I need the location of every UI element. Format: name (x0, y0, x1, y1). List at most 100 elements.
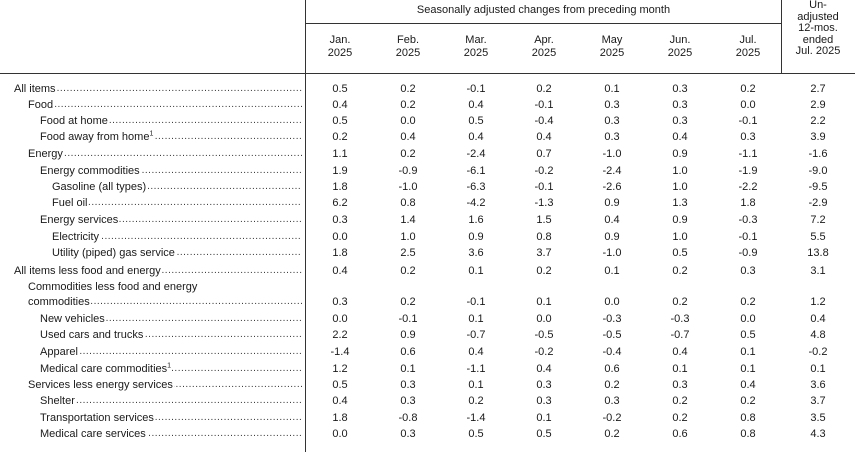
row-label-text: Medical care commodities1 (40, 362, 173, 375)
value-cell: 0.3 (604, 395, 620, 407)
month-header-name: Feb. (396, 34, 419, 46)
row-label-text: Fuel oil (52, 197, 89, 209)
value-cell: 0.8 (400, 197, 416, 209)
row-label: ........................................… (40, 212, 302, 228)
value-cell: -4.2 (466, 197, 486, 209)
table-row: ........................................… (0, 113, 855, 129)
month-header: Jul. 2025 (714, 34, 782, 60)
value-cell: -0.2 (602, 412, 622, 424)
table-row: ........................................… (0, 97, 855, 113)
value-cell: -2.4 (466, 148, 486, 160)
table-row: Commodities less food and energy (0, 279, 855, 295)
value-cell: 0.2 (400, 83, 416, 95)
value-cell: 0.8 (740, 428, 756, 440)
row-label-text: Apparel (40, 346, 79, 358)
value-cell: 0.5 (536, 428, 552, 440)
month-header: Mar. 2025 (442, 34, 510, 60)
unadjusted-cell: -2.9 (808, 197, 828, 209)
value-cell: -2.4 (602, 165, 622, 177)
table-row: ........................................… (0, 377, 855, 393)
value-cell: 0.5 (468, 115, 484, 127)
value-cell: -0.9 (398, 165, 418, 177)
row-label: ........................................… (40, 344, 302, 360)
value-cell: -1.1 (738, 148, 758, 160)
unadjusted-cell: -0.2 (808, 346, 828, 358)
value-cell: 0.3 (536, 379, 552, 391)
row-label: ........................................… (14, 263, 302, 279)
value-cell: 0.0 (536, 313, 552, 325)
value-cell: 0.5 (672, 247, 688, 259)
value-cell: 0.2 (332, 131, 348, 143)
unadjusted-cell: 0.1 (810, 363, 826, 375)
value-cell: 0.2 (672, 265, 688, 277)
footnote-marker: 1 (167, 362, 172, 370)
value-cell: 0.7 (536, 148, 552, 160)
value-cell: 0.2 (672, 296, 688, 308)
row-label-text: Medical care services (40, 428, 147, 440)
value-cell: 0.6 (400, 346, 416, 358)
value-cell: 1.8 (332, 247, 348, 259)
value-cell: 0.2 (400, 265, 416, 277)
value-cell: 0.6 (672, 428, 688, 440)
label-column-divider (305, 0, 306, 452)
value-cell: 0.5 (332, 379, 348, 391)
value-cell: 3.6 (468, 247, 484, 259)
value-cell: 1.8 (740, 197, 756, 209)
value-cell: 1.2 (332, 363, 348, 375)
unadjusted-cell: -9.0 (808, 165, 828, 177)
value-cell: 0.2 (740, 296, 756, 308)
leader-dots: ........................................… (28, 99, 302, 110)
leader-dots: ........................................… (40, 165, 302, 176)
row-label: ........................................… (28, 377, 302, 393)
month-header-year: 2025 (599, 47, 625, 59)
unadjusted-header-line: adjusted (797, 10, 839, 23)
row-label: ........................................… (40, 129, 302, 145)
value-cell: 0.1 (740, 363, 756, 375)
leader-dots: ........................................… (52, 231, 302, 242)
month-header-name: Apr. (534, 34, 554, 46)
unadjusted-cell: -1.6 (808, 148, 828, 160)
value-cell: 0.9 (468, 231, 484, 243)
value-cell: -0.1 (738, 231, 758, 243)
table-row: ........................................… (0, 311, 855, 327)
unadjusted-header-line: ended (802, 33, 834, 46)
value-cell: 0.9 (672, 214, 688, 226)
value-cell: -1.4 (330, 346, 350, 358)
leader-dots: ........................................… (40, 313, 302, 324)
value-cell: 0.9 (604, 197, 620, 209)
table-row: ........................................… (0, 195, 855, 211)
value-cell: 1.5 (536, 214, 552, 226)
value-cell: 0.5 (332, 115, 348, 127)
value-cell: 0.0 (332, 428, 348, 440)
value-cell: -0.2 (534, 346, 554, 358)
unadjusted-header-line: Un- (809, 0, 827, 11)
table-row: ........................................… (0, 294, 855, 310)
value-cell: -1.3 (534, 197, 554, 209)
value-cell: 0.2 (672, 412, 688, 424)
value-cell: 0.2 (400, 296, 416, 308)
value-cell: 0.4 (332, 265, 348, 277)
value-cell: 0.3 (400, 379, 416, 391)
row-label-text: New vehicles (40, 313, 106, 325)
month-header-name: Mar. (465, 34, 487, 46)
unadjusted-header-line: Jul. 2025 (795, 45, 841, 57)
value-cell: -0.1 (398, 313, 418, 325)
value-cell: -0.8 (398, 412, 418, 424)
value-cell: 0.5 (332, 83, 348, 95)
value-cell: 0.4 (332, 395, 348, 407)
unadjusted-cell: 2.2 (810, 115, 826, 127)
row-label-text: Food away from home1 (40, 130, 155, 143)
row-label: ........................................… (28, 294, 302, 310)
month-header-year: 2025 (735, 47, 761, 59)
value-cell: -1.0 (398, 181, 418, 193)
unadjusted-cell: 3.1 (810, 265, 826, 277)
value-cell: 0.1 (536, 412, 552, 424)
leader-dots: ........................................… (40, 346, 302, 357)
leader-dots: ........................................… (52, 247, 302, 258)
unadjusted-cell: 3.6 (810, 379, 826, 391)
month-header-year: 2025 (531, 47, 557, 59)
value-cell: -1.9 (738, 165, 758, 177)
leader-dots: ........................................… (40, 395, 302, 406)
table-row: ........................................… (0, 146, 855, 162)
row-label: ........................................… (52, 245, 302, 261)
